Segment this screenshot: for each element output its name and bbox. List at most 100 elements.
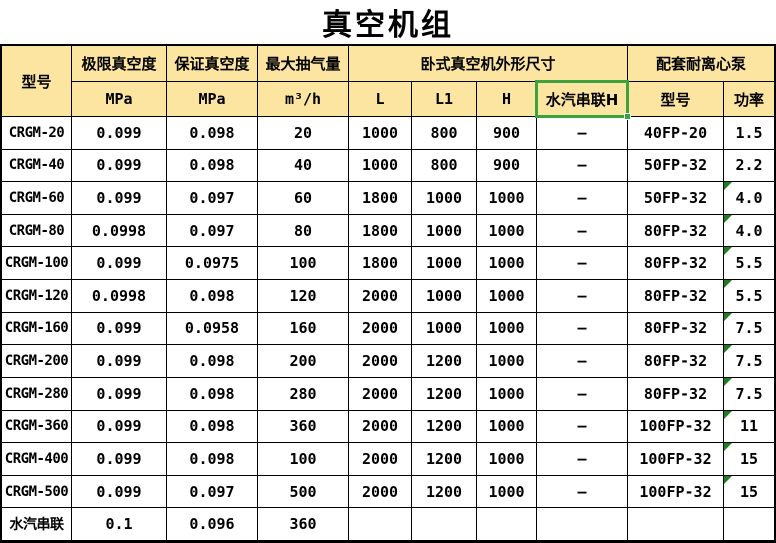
cell-dim-h[interactable]: 1000	[477, 443, 537, 476]
cell-dim-l[interactable]	[349, 508, 412, 541]
cell-dim-h[interactable]	[477, 508, 537, 541]
cell-pump-power[interactable]: 15	[724, 475, 774, 509]
header-ultimate-vacuum[interactable]: 极限真空度	[72, 46, 167, 82]
cell-ultimate-vacuum[interactable]: 0.099	[72, 312, 167, 346]
cell-model[interactable]: 水汽串联	[2, 508, 72, 541]
cell-max-pumping[interactable]: 200	[258, 345, 349, 378]
cell-steam-series-h[interactable]: –	[537, 117, 628, 150]
cell-dim-l1[interactable]: 1000	[412, 214, 477, 248]
cell-dim-l[interactable]: 1000	[349, 117, 412, 150]
cell-ultimate-vacuum[interactable]: 0.099	[72, 475, 167, 509]
cell-dim-l[interactable]: 1000	[349, 149, 412, 183]
cell-dim-h[interactable]: 1000	[477, 345, 537, 378]
cell-guaranteed-vacuum[interactable]: 0.097	[167, 475, 258, 509]
header-pump-model[interactable]: 型号	[628, 82, 724, 117]
cell-model[interactable]: CRGM-40	[2, 149, 72, 183]
cell-pump-power[interactable]	[724, 508, 774, 541]
cell-max-pumping[interactable]: 100	[258, 443, 349, 476]
cell-dim-l[interactable]: 2000	[349, 475, 412, 509]
cell-dim-h[interactable]: 1000	[477, 214, 537, 248]
cell-max-pumping[interactable]: 280	[258, 377, 349, 411]
cell-dim-l1[interactable]: 1000	[412, 247, 477, 281]
cell-pump-model[interactable]: 80FP-32	[628, 377, 724, 411]
cell-guaranteed-vacuum[interactable]: 0.0958	[167, 312, 258, 346]
cell-ultimate-vacuum[interactable]: 0.099	[72, 410, 167, 444]
fill-handle[interactable]	[624, 113, 631, 120]
cell-guaranteed-vacuum[interactable]: 0.098	[167, 410, 258, 444]
cell-dim-l1[interactable]: 1200	[412, 345, 477, 378]
cell-dim-h[interactable]: 1000	[477, 182, 537, 215]
cell-dim-h[interactable]: 1000	[477, 475, 537, 509]
cell-dim-l[interactable]: 1800	[349, 247, 412, 281]
cell-dim-l1[interactable]: 1000	[412, 280, 477, 313]
cell-dim-h[interactable]: 900	[477, 117, 537, 150]
cell-ultimate-vacuum[interactable]: 0.099	[72, 117, 167, 150]
header-unit-mpa-1[interactable]: MPa	[72, 82, 167, 117]
cell-model[interactable]: CRGM-20	[2, 117, 72, 150]
cell-pump-model[interactable]: 80FP-32	[628, 214, 724, 248]
cell-pump-model[interactable]: 100FP-32	[628, 475, 724, 509]
cell-dim-l[interactable]: 1800	[349, 182, 412, 215]
cell-dim-l[interactable]: 2000	[349, 280, 412, 313]
cell-pump-power[interactable]: 11	[724, 410, 774, 444]
cell-dim-l[interactable]: 2000	[349, 312, 412, 346]
cell-model[interactable]: CRGM-200	[2, 345, 72, 378]
cell-guaranteed-vacuum[interactable]: 0.098	[167, 443, 258, 476]
cell-max-pumping[interactable]: 40	[258, 149, 349, 183]
cell-max-pumping[interactable]: 160	[258, 312, 349, 346]
header-max-pumping[interactable]: 最大抽气量	[258, 46, 349, 82]
cell-max-pumping[interactable]: 360	[258, 508, 349, 541]
cell-max-pumping[interactable]: 360	[258, 410, 349, 444]
cell-pump-power[interactable]: 4.0	[724, 214, 774, 248]
cell-max-pumping[interactable]: 100	[258, 247, 349, 281]
cell-max-pumping[interactable]: 20	[258, 117, 349, 150]
cell-ultimate-vacuum[interactable]: 0.099	[72, 149, 167, 183]
cell-pump-power[interactable]: 7.5	[724, 377, 774, 411]
cell-max-pumping[interactable]: 80	[258, 214, 349, 248]
cell-dim-l[interactable]: 2000	[349, 410, 412, 444]
cell-dim-h[interactable]: 1000	[477, 280, 537, 313]
cell-dim-h[interactable]: 900	[477, 149, 537, 183]
cell-dim-l1[interactable]: 800	[412, 149, 477, 183]
cell-dim-l1[interactable]: 800	[412, 117, 477, 150]
cell-dim-l1[interactable]: 1200	[412, 475, 477, 509]
cell-model[interactable]: CRGM-360	[2, 410, 72, 444]
cell-model[interactable]: CRGM-120	[2, 280, 72, 313]
cell-steam-series-h[interactable]: –	[537, 149, 628, 183]
cell-dim-l1[interactable]: 1000	[412, 312, 477, 346]
cell-dim-h[interactable]: 1000	[477, 247, 537, 281]
cell-pump-model[interactable]: 40FP-20	[628, 117, 724, 150]
cell-model[interactable]: CRGM-500	[2, 475, 72, 509]
cell-pump-model[interactable]: 80FP-32	[628, 280, 724, 313]
cell-dim-l[interactable]: 2000	[349, 377, 412, 411]
cell-pump-power[interactable]: 1.5	[724, 117, 774, 150]
cell-steam-series-h[interactable]: –	[537, 443, 628, 476]
cell-pump-model[interactable]: 50FP-32	[628, 149, 724, 183]
header-unit-mpa-2[interactable]: MPa	[167, 82, 258, 117]
header-guaranteed-vacuum[interactable]: 保证真空度	[167, 46, 258, 82]
cell-guaranteed-vacuum[interactable]: 0.098	[167, 149, 258, 183]
cell-ultimate-vacuum[interactable]: 0.099	[72, 443, 167, 476]
cell-pump-power[interactable]: 4.0	[724, 182, 774, 215]
cell-dim-l[interactable]: 2000	[349, 443, 412, 476]
cell-max-pumping[interactable]: 120	[258, 280, 349, 313]
cell-pump-power[interactable]: 7.5	[724, 345, 774, 378]
header-dim-h[interactable]: H	[477, 82, 537, 117]
cell-model[interactable]: CRGM-60	[2, 182, 72, 215]
cell-steam-series-h[interactable]: –	[537, 377, 628, 411]
cell-dim-l1[interactable]: 1200	[412, 410, 477, 444]
cell-pump-model[interactable]: 80FP-32	[628, 247, 724, 281]
cell-max-pumping[interactable]: 60	[258, 182, 349, 215]
cell-steam-series-h[interactable]: –	[537, 182, 628, 215]
cell-dim-h[interactable]: 1000	[477, 377, 537, 411]
header-dim-l1[interactable]: L1	[412, 82, 477, 117]
cell-pump-model[interactable]: 100FP-32	[628, 443, 724, 476]
cell-guaranteed-vacuum[interactable]: 0.096	[167, 508, 258, 541]
cell-dim-h[interactable]: 1000	[477, 410, 537, 444]
cell-steam-series-h[interactable]	[537, 508, 628, 541]
cell-pump-model[interactable]	[628, 508, 724, 541]
cell-pump-model[interactable]: 50FP-32	[628, 182, 724, 215]
cell-model[interactable]: CRGM-400	[2, 443, 72, 476]
cell-guaranteed-vacuum[interactable]: 0.098	[167, 280, 258, 313]
header-group-pump[interactable]: 配套耐离心泵	[628, 46, 774, 82]
